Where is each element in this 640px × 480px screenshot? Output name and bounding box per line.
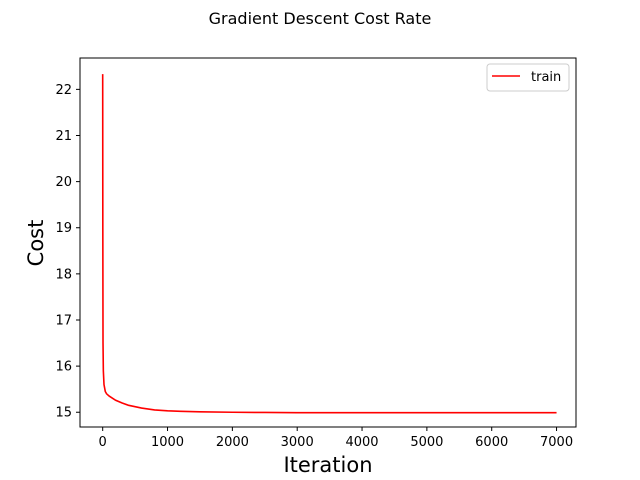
y-axis: 15 16 17 18 19 20 21 22 bbox=[55, 83, 80, 421]
y-tick-label: 15 bbox=[55, 406, 72, 421]
x-tick-label: 0 bbox=[99, 435, 107, 450]
y-tick-label: 17 bbox=[55, 313, 72, 328]
legend: train bbox=[486, 63, 570, 92]
x-tick-label: 7000 bbox=[540, 435, 573, 450]
legend-box bbox=[486, 63, 570, 92]
y-tick-label: 19 bbox=[55, 221, 72, 236]
x-tick-label: 3000 bbox=[281, 435, 314, 450]
legend-label-train: train bbox=[531, 70, 561, 85]
y-tick-label: 20 bbox=[55, 175, 72, 190]
plot-area bbox=[79, 57, 577, 428]
x-tick-label: 2000 bbox=[216, 435, 249, 450]
x-tick-label: 6000 bbox=[475, 435, 508, 450]
y-tick-label: 21 bbox=[55, 129, 72, 144]
y-tick-label: 22 bbox=[55, 83, 72, 98]
chart-title: Gradient Descent Cost Rate bbox=[209, 9, 432, 28]
x-tick-label: 5000 bbox=[410, 435, 443, 450]
x-axis-title: Iteration bbox=[283, 453, 372, 477]
plot-frame bbox=[79, 57, 577, 428]
y-tick-label: 18 bbox=[55, 267, 72, 282]
series-line-train bbox=[101, 74, 557, 414]
x-axis: 0 1000 2000 3000 4000 5000 6000 7000 bbox=[99, 427, 573, 450]
y-tick-label: 16 bbox=[55, 360, 72, 375]
x-tick-label: 4000 bbox=[345, 435, 378, 450]
x-tick-label: 1000 bbox=[151, 435, 184, 450]
y-axis-title: Cost bbox=[24, 220, 48, 267]
